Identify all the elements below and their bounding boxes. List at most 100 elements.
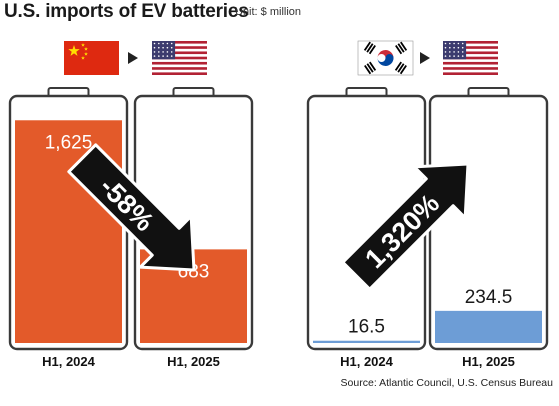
usa-flag-star xyxy=(170,55,173,57)
usa-flag-star xyxy=(453,51,455,53)
usa-flag-star xyxy=(453,42,455,45)
source-note: Source: Atlantic Council, U.S. Census Bu… xyxy=(340,377,553,389)
korea-flag-bar xyxy=(366,63,374,73)
korea-flag-bar xyxy=(399,64,407,75)
usa-flag-star xyxy=(457,42,460,45)
usa-flag-star xyxy=(158,46,160,49)
usa-flag-star xyxy=(166,55,169,57)
korea-flag-taegeuk-blue xyxy=(377,54,394,66)
bar-12024-korea xyxy=(313,340,420,343)
usa-flag-star xyxy=(166,42,169,45)
usa-flag-star xyxy=(453,46,455,49)
china-flag-small-star xyxy=(84,47,88,51)
usa-flag-star xyxy=(162,51,164,53)
usa-flag-star xyxy=(461,51,464,53)
usa-flag-star xyxy=(457,55,460,57)
korea-flag-bar xyxy=(395,44,403,55)
china-flag-small-star xyxy=(84,52,88,56)
category-label: H1, 2025 xyxy=(462,354,515,369)
usa-flag-star xyxy=(170,51,173,53)
usa-flag-stripe xyxy=(443,56,498,60)
category-label: H1, 2025 xyxy=(167,354,220,369)
usa-flag-stripe xyxy=(443,41,498,44)
arrow-right-icon xyxy=(128,52,138,64)
china-flag-field xyxy=(64,41,119,75)
usa-flag-stripe xyxy=(443,72,498,75)
usa-flag-star xyxy=(166,46,169,49)
korea-flag-bar xyxy=(368,44,376,55)
usa-flag-star xyxy=(162,42,164,45)
usa-flag-star xyxy=(162,46,164,49)
usa-flag-star xyxy=(158,51,160,53)
usa-flag-canton xyxy=(443,41,467,60)
usa-flag-star xyxy=(461,55,464,57)
usa-flag-stripe xyxy=(443,46,498,49)
usa-flag-stripe xyxy=(152,72,207,75)
usa-flag-stripe xyxy=(152,41,207,44)
usa-flag-icon xyxy=(443,41,498,75)
usa-flag-star xyxy=(449,46,451,49)
chart-title: U.S. imports of EV batteries xyxy=(4,1,249,22)
usa-flag-star xyxy=(449,42,451,45)
usa-flag-star xyxy=(444,42,447,45)
korea-flag-bar xyxy=(397,43,405,53)
usa-flag-stripe xyxy=(443,61,498,65)
usa-flag-star xyxy=(153,55,156,57)
usa-flag-canton xyxy=(152,41,176,60)
usa-flag-star xyxy=(444,55,447,57)
usa-flag-stripe xyxy=(152,51,207,55)
usa-flag-star xyxy=(153,46,156,49)
data-label: 16.5 xyxy=(348,317,385,338)
korea-flag-trigram xyxy=(364,61,377,75)
china-flag-big-star xyxy=(68,45,80,56)
usa-flag-star xyxy=(166,51,169,53)
korea-flag-bar xyxy=(394,61,402,71)
usa-flag-stripe xyxy=(443,67,498,70)
korea-flag-bar xyxy=(366,43,374,53)
data-label: 234.5 xyxy=(465,287,513,308)
usa-flag-icon xyxy=(152,41,207,75)
arrow-up-right-icon xyxy=(341,162,470,291)
china-flag-small-star xyxy=(81,56,85,60)
korea-flag-bar xyxy=(397,63,405,73)
usa-flag-stripe xyxy=(152,61,207,65)
usa-flag-star xyxy=(449,55,451,57)
usa-flag-star xyxy=(170,42,173,45)
usa-flag-star xyxy=(453,55,455,57)
category-label: H1, 2024 xyxy=(42,354,96,369)
usa-flag-star xyxy=(158,55,160,57)
china-flag-icon xyxy=(64,41,119,75)
usa-flag-star xyxy=(461,42,464,45)
korea-flag-trigram xyxy=(394,61,407,75)
korea-flag-trigram xyxy=(395,41,408,55)
south-korea-flag-icon xyxy=(357,40,414,76)
unit-label: Unit: $ million xyxy=(235,6,302,18)
usa-flag-star xyxy=(153,51,156,53)
korea-flag-bar xyxy=(363,41,371,51)
usa-flag-stripe xyxy=(152,46,207,49)
bar-12025-korea xyxy=(435,310,542,343)
usa-flag-star xyxy=(170,46,173,49)
usa-flag-stripe xyxy=(152,56,207,60)
data-label: 1,625 xyxy=(45,132,93,153)
arrow-right-icon xyxy=(420,52,430,64)
usa-flag-star xyxy=(457,46,460,49)
usa-flag-star xyxy=(449,51,451,53)
korea-flag-trigram xyxy=(363,41,376,55)
usa-flag-star xyxy=(444,51,447,53)
korea-flag-bar xyxy=(400,41,408,51)
usa-flag-stripe xyxy=(152,67,207,70)
usa-flag-star xyxy=(162,55,164,57)
category-label: H1, 2024 xyxy=(340,354,394,369)
usa-flag-star xyxy=(457,51,460,53)
usa-flag-stripe xyxy=(443,51,498,55)
usa-flag-star xyxy=(461,46,464,49)
korea-flag-bar xyxy=(369,61,377,71)
china-flag-small-star xyxy=(81,43,85,47)
usa-flag-star xyxy=(444,46,447,49)
arrow-down-right-icon xyxy=(67,143,196,272)
usa-flag-star xyxy=(158,42,160,45)
usa-flag-star xyxy=(153,42,156,45)
korea-flag-bar xyxy=(364,64,372,75)
